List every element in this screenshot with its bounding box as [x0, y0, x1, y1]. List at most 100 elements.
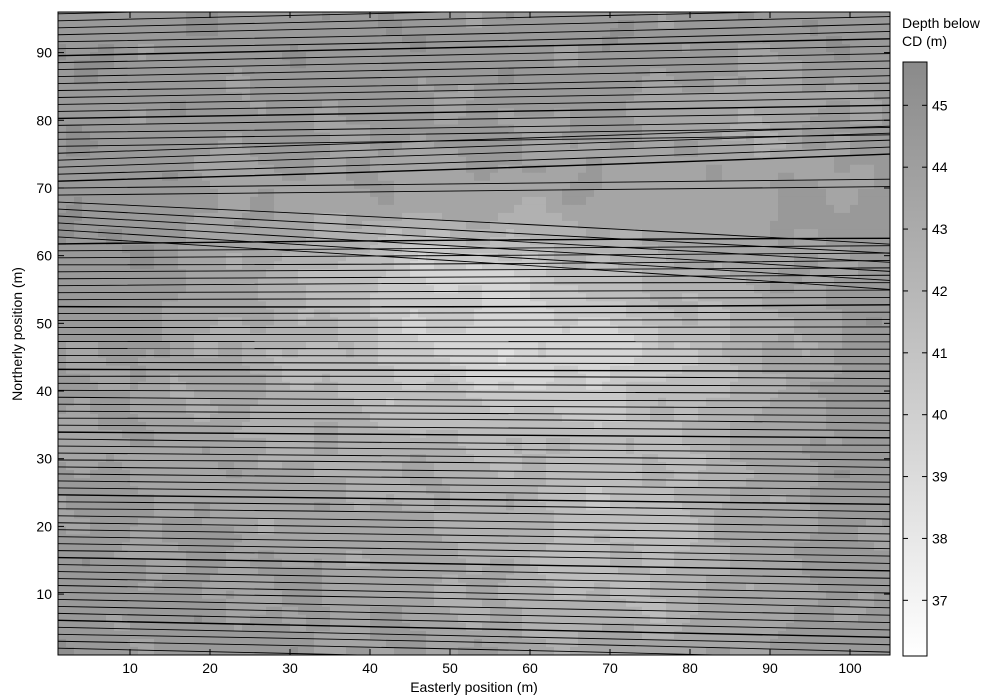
depth-cell	[682, 108, 691, 118]
depth-cell	[754, 172, 763, 182]
depth-cell	[282, 325, 291, 335]
depth-cell	[874, 172, 883, 182]
depth-cell	[402, 237, 411, 246]
depth-cell	[114, 20, 123, 29]
depth-cell	[362, 245, 371, 254]
depth-cell	[154, 108, 163, 118]
depth-cell	[434, 220, 443, 230]
depth-cell	[810, 365, 819, 375]
depth-cell	[290, 317, 299, 327]
depth-cell	[458, 156, 467, 166]
depth-cell	[714, 204, 723, 214]
depth-cell	[194, 52, 203, 61]
depth-cell	[626, 36, 635, 45]
depth-cell	[530, 389, 539, 399]
depth-cell	[546, 253, 555, 262]
depth-cell	[194, 12, 203, 21]
depth-cell	[762, 84, 771, 93]
depth-cell	[738, 325, 747, 335]
depth-cell	[810, 12, 819, 21]
depth-cell	[826, 196, 835, 206]
depth-cell	[370, 261, 379, 270]
depth-cell	[154, 325, 163, 335]
depth-cell	[842, 357, 851, 367]
depth-cell	[730, 269, 739, 278]
depth-cell	[626, 140, 635, 150]
depth-cell	[138, 341, 147, 351]
depth-cell	[610, 381, 619, 391]
depth-cell	[98, 188, 107, 198]
depth-cell	[770, 172, 779, 182]
depth-cell	[290, 60, 299, 69]
depth-cell	[314, 196, 323, 206]
depth-cell	[554, 317, 563, 327]
depth-cell	[610, 196, 619, 206]
depth-cell	[186, 196, 195, 206]
depth-cell	[210, 317, 219, 327]
depth-cell	[810, 309, 819, 319]
depth-cell	[426, 253, 435, 262]
depth-cell	[834, 357, 843, 367]
depth-cell	[706, 212, 715, 222]
depth-cell	[482, 220, 491, 230]
depth-cell	[442, 12, 451, 21]
depth-cell	[866, 28, 875, 37]
depth-cell	[690, 180, 699, 190]
depth-cell	[490, 172, 499, 182]
depth-cell	[754, 60, 763, 69]
depth-cell	[306, 325, 315, 335]
depth-cell	[642, 229, 651, 238]
depth-cell	[602, 116, 611, 126]
depth-cell	[354, 156, 363, 166]
depth-cell	[738, 36, 747, 45]
depth-cell	[154, 212, 163, 222]
depth-cell	[146, 116, 155, 126]
depth-cell	[610, 140, 619, 150]
depth-cell	[274, 349, 283, 359]
depth-cell	[850, 204, 859, 214]
depth-cell	[426, 349, 435, 359]
depth-cell	[586, 325, 595, 335]
depth-cell	[810, 92, 819, 102]
depth-cell	[730, 44, 739, 53]
depth-cell	[482, 140, 491, 150]
depth-cell	[442, 325, 451, 335]
depth-cell	[834, 253, 843, 262]
depth-cell	[122, 188, 131, 198]
depth-cell	[394, 60, 403, 69]
depth-cell	[626, 28, 635, 37]
depth-cell	[570, 237, 579, 246]
depth-cell	[778, 389, 787, 399]
depth-cell	[434, 148, 443, 158]
depth-cell	[426, 389, 435, 399]
depth-cell	[114, 124, 123, 134]
depth-cell	[514, 285, 523, 294]
depth-cell	[346, 293, 355, 302]
depth-cell	[258, 196, 267, 206]
depth-cell	[786, 365, 795, 375]
depth-cell	[90, 229, 99, 238]
depth-cell	[882, 68, 890, 77]
depth-cell	[554, 180, 563, 190]
depth-cell	[666, 357, 675, 367]
depth-cell	[450, 373, 459, 383]
depth-cell	[818, 317, 827, 327]
depth-cell	[874, 253, 883, 262]
depth-cell	[186, 12, 195, 21]
depth-cell	[578, 148, 587, 158]
depth-cell	[514, 52, 523, 61]
depth-cell	[394, 389, 403, 399]
depth-cell	[690, 196, 699, 206]
depth-cell	[634, 20, 643, 29]
depth-cell	[882, 76, 890, 85]
depth-cell	[562, 373, 571, 383]
depth-cell	[218, 269, 227, 278]
depth-cell	[866, 60, 875, 69]
depth-cell	[146, 180, 155, 190]
depth-cell	[426, 301, 435, 310]
depth-cell	[714, 261, 723, 270]
depth-cell	[218, 180, 227, 190]
depth-cell	[546, 212, 555, 222]
depth-cell	[706, 325, 715, 335]
depth-cell	[858, 237, 867, 246]
